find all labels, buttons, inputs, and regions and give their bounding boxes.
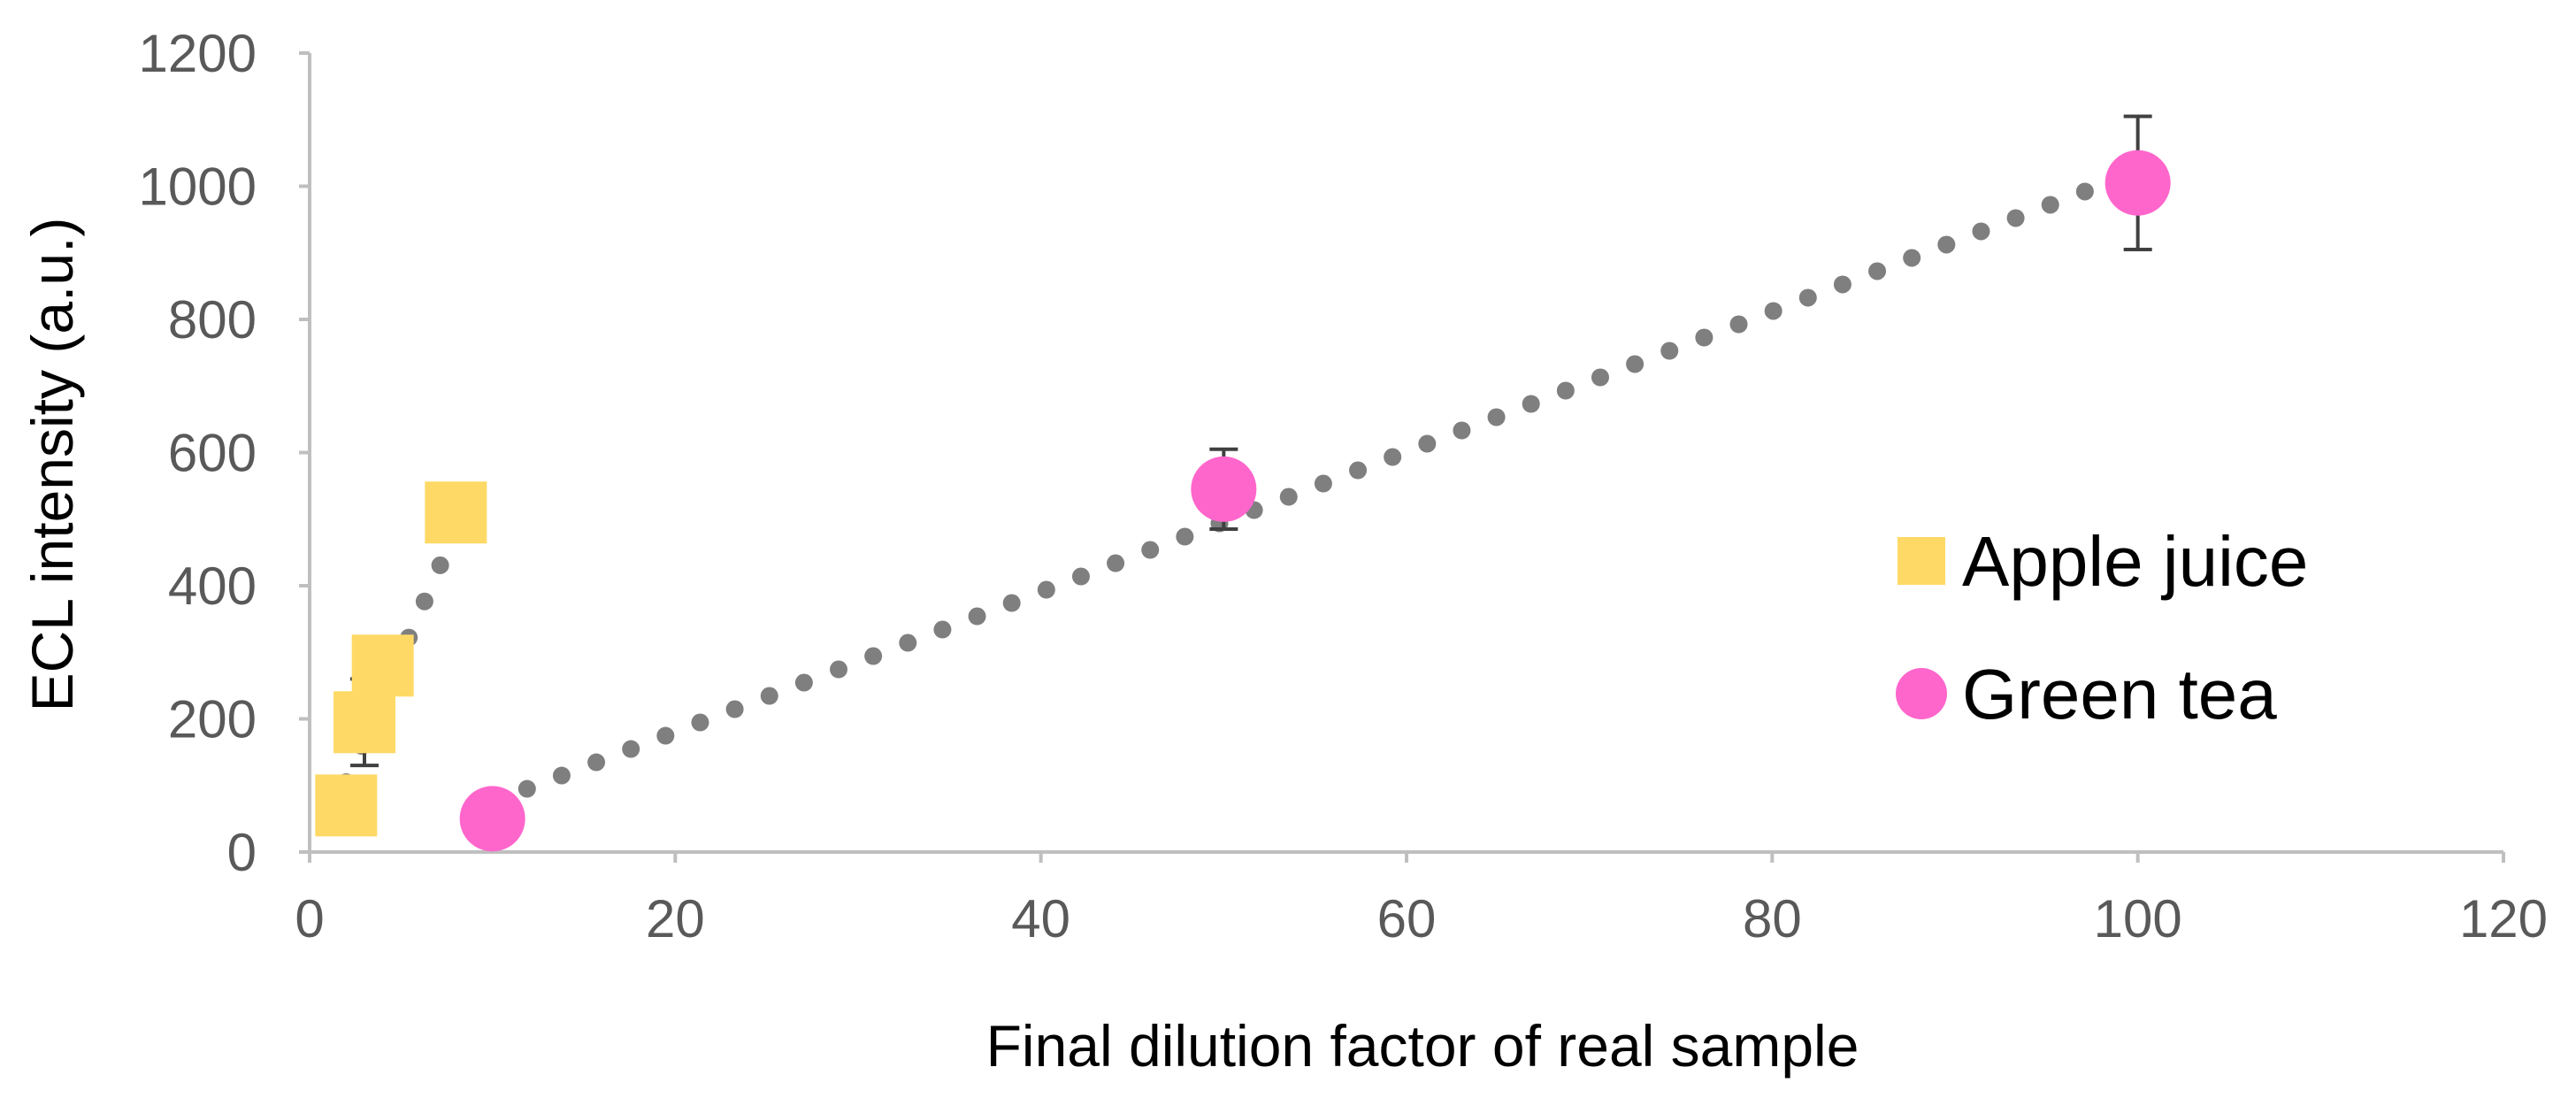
trendline-dot-green-tea xyxy=(587,753,606,772)
trendline-dot-green-tea xyxy=(552,766,571,785)
trendline-dot-green-tea xyxy=(1522,395,1540,413)
y-tick-label: 1200 xyxy=(139,24,257,83)
y-axis-title: ECL intensity (a.u.) xyxy=(19,218,85,712)
trendline-dot-green-tea xyxy=(1002,594,1021,612)
trendline-dot-green-tea xyxy=(968,607,986,626)
trendline-dot-green-tea xyxy=(794,673,813,692)
y-tick-label: 800 xyxy=(168,290,257,349)
axes xyxy=(299,51,2505,863)
legend-swatch-green-tea xyxy=(1896,668,1947,719)
trendline-dot-green-tea xyxy=(1833,275,1852,294)
trendline-dot-green-tea xyxy=(2006,209,2025,227)
trendline-dot-green-tea xyxy=(1729,315,1748,334)
x-tick-label: 60 xyxy=(1377,889,1437,948)
trendline-dot-green-tea xyxy=(1591,368,1609,387)
tick-labels: 0 200 400 600 800 1000 1200 0 20 40 60 80 100 120 xyxy=(139,24,2549,948)
trendline-dot-green-tea xyxy=(1660,342,1679,360)
data-point-apple-juice xyxy=(351,634,414,697)
y-tick-label: 400 xyxy=(168,557,257,616)
y-tick-label: 1000 xyxy=(139,157,257,217)
data-markers xyxy=(315,150,2171,852)
trendline-dot-green-tea xyxy=(1972,222,1990,241)
trendline-dot-green-tea xyxy=(1314,474,1332,493)
legend-label-apple-juice: Apple juice xyxy=(1962,522,2308,601)
trendline-dot-green-tea xyxy=(933,620,952,639)
error-bars xyxy=(350,114,2152,768)
trendline-dot-green-tea xyxy=(1349,461,1368,480)
trendline-dot-green-tea xyxy=(899,633,917,652)
x-tick-label: 80 xyxy=(1743,889,1802,948)
trendline-dot-green-tea xyxy=(1937,235,1956,254)
trendline-dot-green-tea xyxy=(518,779,536,798)
trendline-dot-green-tea xyxy=(622,740,640,758)
data-point-green-tea xyxy=(1191,456,1257,522)
trendline-dot-green-tea xyxy=(1764,302,1782,320)
trendline-dot-green-tea xyxy=(1037,580,1055,599)
trendline-dot-green-tea xyxy=(1071,567,1090,586)
data-point-green-tea xyxy=(459,786,525,852)
y-tick-label: 200 xyxy=(168,690,257,749)
trendline-dot-green-tea xyxy=(760,687,778,705)
trendline-dot-green-tea xyxy=(1868,262,1887,280)
trendline-dot-green-tea xyxy=(1107,554,1125,572)
trendline-dot-green-tea xyxy=(1556,381,1575,400)
trendline-dot-apple-juice xyxy=(431,556,449,574)
y-tick-label: 0 xyxy=(227,823,257,882)
data-point-green-tea xyxy=(2104,150,2171,216)
trendline-dot-green-tea xyxy=(830,660,848,679)
trendline-dot-green-tea xyxy=(1141,541,1160,559)
trendline-dot-green-tea xyxy=(1903,249,1921,267)
x-tick-label: 0 xyxy=(295,889,324,948)
x-tick-label: 40 xyxy=(1011,889,1070,948)
trendline-dot-green-tea xyxy=(1176,527,1194,546)
trendline-dot-green-tea xyxy=(1418,434,1437,453)
legend-swatch-apple-juice xyxy=(1898,537,1945,585)
trendline-dot-green-tea xyxy=(1487,408,1506,426)
x-tick-label: 20 xyxy=(646,889,705,948)
trendline-dot-green-tea xyxy=(725,700,744,718)
trendline-dot-green-tea xyxy=(1626,355,1644,373)
trendline-dot-green-tea xyxy=(656,726,675,745)
legend-label-green-tea: Green tea xyxy=(1962,655,2277,733)
trendline-dot-green-tea xyxy=(1279,488,1298,506)
trendline-dot-apple-juice xyxy=(415,592,433,610)
trendline-dot-green-tea xyxy=(2041,196,2059,214)
trendline-dot-green-tea xyxy=(1798,288,1817,307)
data-point-apple-juice xyxy=(315,774,378,837)
trendline-dot-green-tea xyxy=(1384,448,1402,466)
trendline-dot-green-tea xyxy=(864,647,883,665)
legend: Apple juice Green tea xyxy=(1896,522,2308,733)
data-point-apple-juice xyxy=(425,481,487,544)
trendline-dot-green-tea xyxy=(2075,182,2094,201)
y-tick-label: 600 xyxy=(168,424,257,483)
x-tick-label: 100 xyxy=(2094,889,2182,948)
data-point-apple-juice xyxy=(334,691,395,754)
trendline-dot-green-tea xyxy=(1695,328,1714,347)
trendline-dot-green-tea xyxy=(691,713,709,732)
x-axis-title: Final dilution factor of real sample xyxy=(986,1013,1859,1079)
x-tick-label: 120 xyxy=(2459,889,2548,948)
trendline-dot-green-tea xyxy=(1453,421,1471,440)
